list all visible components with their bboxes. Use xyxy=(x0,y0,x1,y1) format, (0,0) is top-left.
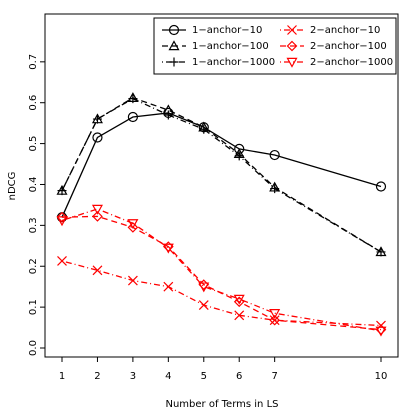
series-line xyxy=(61,112,382,218)
marker xyxy=(91,204,103,215)
y-tick-label: 0.7 xyxy=(28,54,39,70)
x-tick-label: 5 xyxy=(201,371,207,382)
x-tick-label: 1 xyxy=(59,371,65,382)
marker xyxy=(163,281,174,292)
y-tick-label: 0.4 xyxy=(28,177,39,193)
y-tick-label: 0.3 xyxy=(28,217,39,233)
legend-label: 2−anchor−100 xyxy=(310,41,387,52)
marker xyxy=(56,216,68,227)
y-tick-label: 0.1 xyxy=(28,299,39,315)
marker xyxy=(376,247,386,257)
marker xyxy=(92,211,103,222)
y-tick-label: 0.0 xyxy=(28,340,39,356)
marker xyxy=(233,294,245,305)
marker xyxy=(127,219,139,230)
series-line xyxy=(61,208,382,332)
marker xyxy=(56,211,68,223)
marker xyxy=(127,111,138,123)
legend-marker xyxy=(169,57,179,67)
marker xyxy=(375,181,387,192)
legend-label: 2−anchor−1000 xyxy=(310,57,393,68)
x-tick-label: 2 xyxy=(94,371,100,382)
series-line xyxy=(61,215,382,331)
x-tick-label: 7 xyxy=(271,371,277,382)
legend-label: 2−anchor−10 xyxy=(310,25,380,36)
x-tick-label: 10 xyxy=(375,371,388,382)
marker xyxy=(57,256,67,266)
marker xyxy=(269,309,281,319)
legend-marker xyxy=(168,40,180,51)
legend-marker xyxy=(287,25,297,35)
x-tick-label: 3 xyxy=(130,371,136,382)
legend-box xyxy=(153,17,397,75)
legend-marker xyxy=(286,40,298,52)
y-tick-label: 0.6 xyxy=(28,95,39,111)
marker xyxy=(269,314,281,326)
marker xyxy=(198,282,210,293)
legend-marker xyxy=(286,57,298,68)
marker xyxy=(269,149,280,161)
y-axis-label: nDCG xyxy=(7,172,18,201)
marker xyxy=(128,94,138,104)
marker xyxy=(127,275,138,286)
marker xyxy=(270,184,280,194)
marker xyxy=(92,132,103,143)
marker xyxy=(127,222,139,233)
x-tick-label: 6 xyxy=(236,371,242,382)
legend-label: 1−anchor−100 xyxy=(192,41,269,52)
plot-frame xyxy=(44,13,399,358)
series-line xyxy=(61,97,382,253)
x-tick-label: 4 xyxy=(165,371,171,382)
y-tick-label: 0.5 xyxy=(28,136,39,152)
marker xyxy=(163,110,173,120)
marker xyxy=(92,265,103,276)
marker xyxy=(234,310,245,321)
marker xyxy=(198,300,209,311)
x-axis-label: Number of Terms in LS xyxy=(165,399,278,410)
marker xyxy=(92,114,102,124)
marker xyxy=(57,186,67,196)
y-tick-label: 0.2 xyxy=(28,258,39,274)
marker xyxy=(162,243,174,254)
marker xyxy=(199,124,209,134)
marker xyxy=(233,296,245,308)
legend-label: 1−anchor−1000 xyxy=(192,57,275,68)
marker xyxy=(375,326,387,337)
series-line xyxy=(61,97,382,253)
marker xyxy=(234,151,244,161)
legend-marker xyxy=(168,24,180,36)
series-line xyxy=(61,260,382,327)
legend-label: 1−anchor−10 xyxy=(192,25,262,36)
